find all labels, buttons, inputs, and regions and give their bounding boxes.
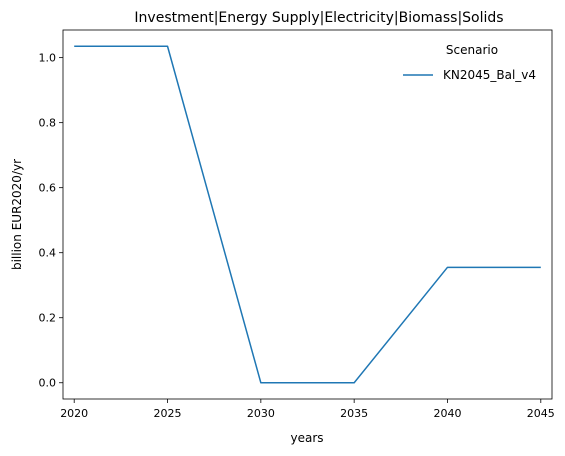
y-axis: 0.0 0.2 0.4 0.6 0.8 1.0: [39, 52, 63, 390]
y-tick-label: 0.6: [39, 182, 57, 195]
chart-title: Investment|Energy Supply|Electricity|Bio…: [134, 10, 503, 26]
y-tick-label: 0.0: [39, 377, 57, 390]
x-tick-label: 2035: [340, 407, 368, 420]
legend-title: Scenario: [446, 43, 498, 57]
x-tick-label: 2025: [154, 407, 182, 420]
x-axis-label: years: [290, 431, 323, 445]
y-tick-label: 0.2: [39, 312, 57, 325]
y-tick-label: 0.8: [39, 117, 57, 130]
x-tick-label: 2020: [60, 407, 88, 420]
y-axis-label: billion EUR2020/yr: [10, 159, 24, 270]
x-axis: 2020 2025 2030 2035 2040 2045: [60, 399, 555, 420]
series-layer: [74, 45, 541, 384]
y-tick-label: 1.0: [39, 52, 57, 65]
legend: Scenario KN2045_Bal_v4: [403, 43, 536, 82]
y-tick-label: 0.4: [39, 247, 57, 260]
plot-area: [62, 29, 553, 400]
legend-label-kn2045-bal-v4: KN2045_Bal_v4: [443, 68, 536, 82]
x-tick-label: 2040: [433, 407, 461, 420]
series-line-kn2045-bal-v4: [74, 45, 541, 384]
x-tick-label: 2045: [527, 407, 555, 420]
x-tick-label: 2030: [247, 407, 275, 420]
